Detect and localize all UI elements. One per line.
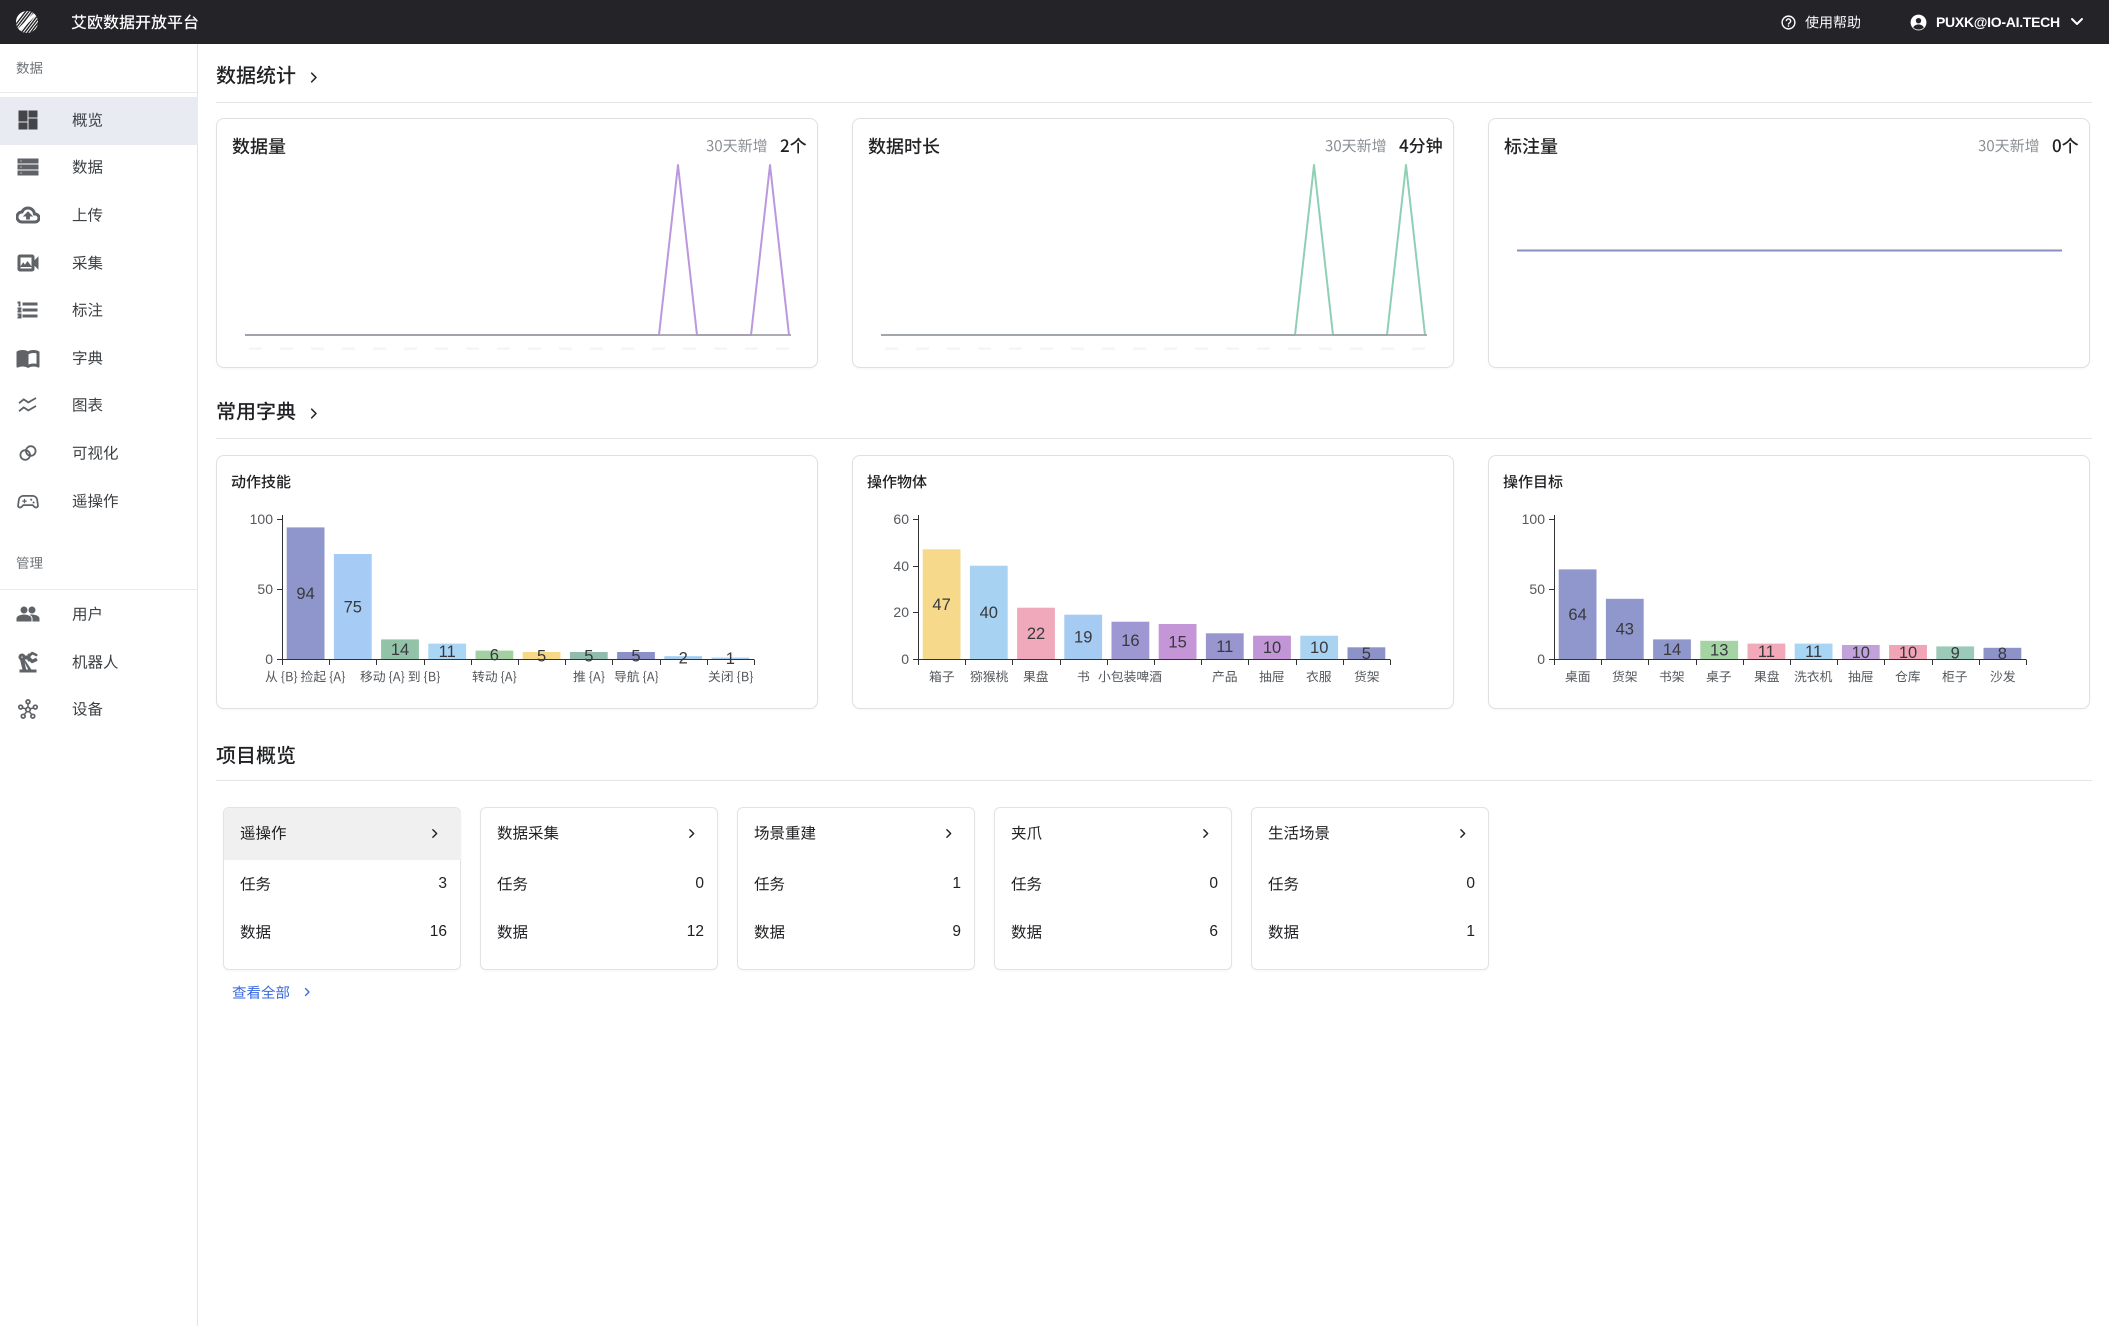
svg-text:94: 94 [296, 585, 314, 603]
svg-text:8: 8 [1998, 645, 2007, 663]
svg-text:1: 1 [726, 650, 735, 668]
svg-text:22: 22 [1027, 625, 1045, 643]
svg-text:40: 40 [893, 558, 909, 574]
svg-text:19: 19 [1074, 629, 1092, 647]
svg-text:60: 60 [893, 511, 909, 527]
svg-text:75: 75 [344, 598, 362, 616]
svg-text:16: 16 [1121, 632, 1139, 650]
svg-text:5: 5 [584, 647, 593, 665]
svg-text:14: 14 [391, 641, 409, 659]
svg-text:6: 6 [490, 647, 499, 665]
svg-text:47: 47 [932, 596, 950, 614]
svg-text:5: 5 [631, 647, 640, 665]
svg-text:0: 0 [901, 651, 909, 667]
svg-text:10: 10 [1852, 644, 1870, 662]
svg-text:10: 10 [1263, 639, 1281, 657]
svg-text:11: 11 [1216, 638, 1233, 656]
svg-text:11: 11 [439, 643, 456, 661]
svg-text:5: 5 [537, 647, 546, 665]
svg-text:64: 64 [1568, 606, 1586, 624]
svg-text:10: 10 [1310, 639, 1328, 657]
svg-text:11: 11 [1758, 643, 1775, 661]
svg-text:100: 100 [250, 511, 274, 527]
svg-text:43: 43 [1616, 621, 1634, 639]
svg-text:11: 11 [1805, 643, 1822, 661]
svg-text:2: 2 [679, 649, 688, 667]
svg-text:5: 5 [1362, 645, 1371, 663]
svg-text:13: 13 [1710, 642, 1728, 660]
svg-text:20: 20 [893, 604, 909, 620]
svg-text:9: 9 [1951, 645, 1960, 663]
svg-text:10: 10 [1899, 644, 1917, 662]
svg-text:50: 50 [1529, 581, 1545, 597]
svg-text:15: 15 [1168, 633, 1186, 651]
svg-text:50: 50 [257, 581, 273, 597]
svg-text:40: 40 [980, 604, 998, 622]
svg-text:14: 14 [1663, 641, 1681, 659]
svg-text:0: 0 [265, 651, 273, 667]
svg-text:0: 0 [1537, 651, 1545, 667]
svg-text:100: 100 [1522, 511, 1546, 527]
